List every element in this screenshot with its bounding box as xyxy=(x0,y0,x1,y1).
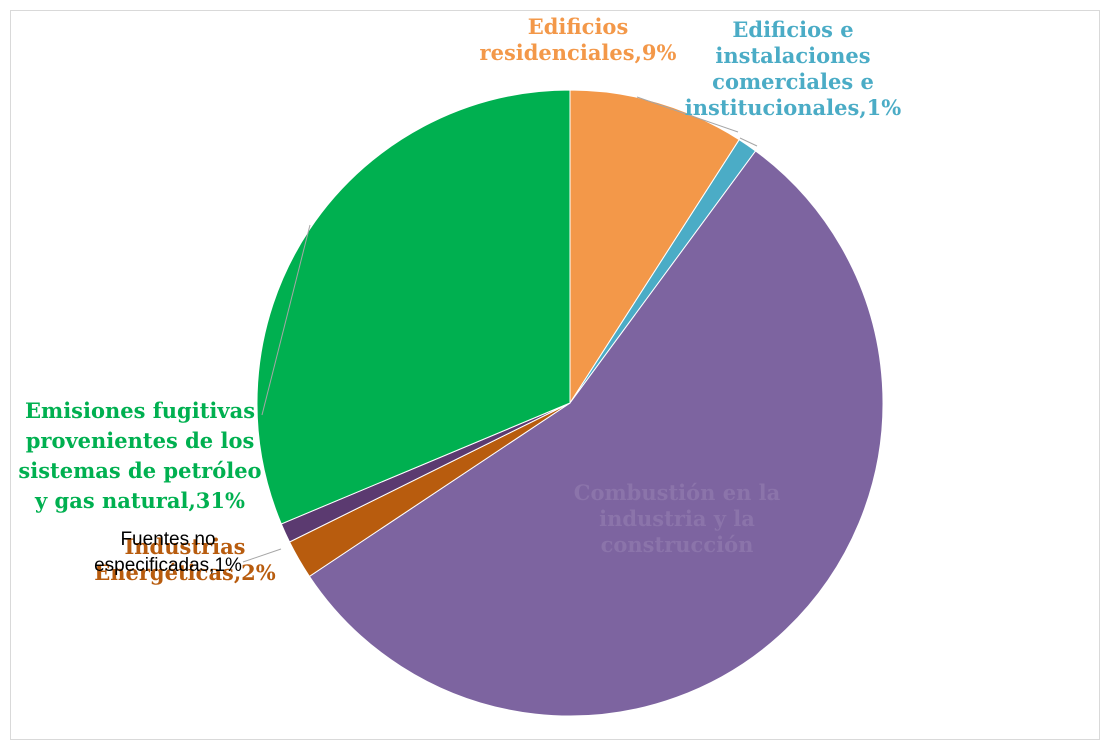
leader-line-5 xyxy=(242,548,282,563)
slice-label-line: construcción xyxy=(601,532,754,557)
leader-lines xyxy=(242,96,758,563)
pie-slice-1 xyxy=(569,89,740,405)
slice-label-line: instalaciones xyxy=(715,43,870,68)
pie-slice-3 xyxy=(308,150,884,717)
slice-label-line: residenciales,9% xyxy=(480,40,677,65)
slice-label-3: Combustión en la industria y la construcci… xyxy=(574,480,781,557)
slice-label-line: Energéticas,2% xyxy=(94,560,276,585)
slice-label-line: Emisiones fugitivas xyxy=(25,398,255,423)
pie-slices xyxy=(256,89,884,717)
slice-label-line: provenientes de los xyxy=(26,428,255,453)
slice-label-5: Fuentes no especificadas,1% xyxy=(94,529,242,576)
pie-slice-6 xyxy=(256,89,571,525)
slice-label-line: Edificios e xyxy=(732,17,853,42)
slice-label-line: institucionales,1% xyxy=(685,95,901,120)
slice-label-6: Emisiones fugitivas provenientes de los si… xyxy=(18,398,261,513)
slice-label-line: sistemas de petróleo xyxy=(18,458,261,483)
leader-line-2 xyxy=(739,137,758,147)
slice-label-line: industria y la xyxy=(599,506,755,531)
slice-labels: Edificios residenciales,9%Edificios e inst… xyxy=(18,14,901,585)
slice-label-line: Combustión en la xyxy=(574,480,781,505)
leader-line-1 xyxy=(636,96,739,133)
slice-label-line: Industrias xyxy=(124,534,245,559)
slice-label-line: Fuentes no xyxy=(120,529,215,550)
slice-label-4: Industrias Energéticas,2% xyxy=(94,534,276,585)
slice-label-1: Edificios residenciales,9% xyxy=(480,14,677,65)
slice-label-2: Edificios e instalaciones comerciales e ins… xyxy=(685,17,901,120)
leader-line-6 xyxy=(261,224,311,416)
slice-label-line: comerciales e xyxy=(712,69,874,94)
slice-label-line: y gas natural,31% xyxy=(34,488,245,513)
slice-label-line: Edificios xyxy=(528,14,629,39)
slice-label-line: especificadas,1% xyxy=(94,555,242,576)
